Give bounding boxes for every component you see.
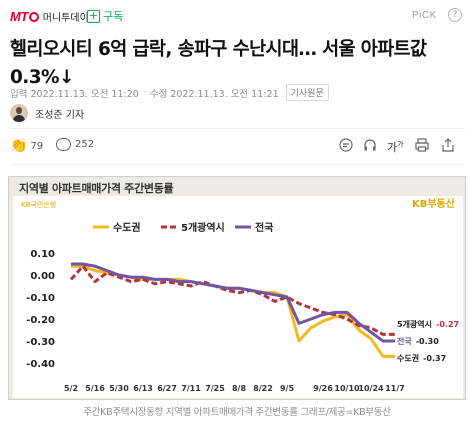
legend-label: 5개광역시: [181, 221, 225, 234]
x-tick-label: 6/13: [133, 384, 153, 393]
legend-label: 수도권: [113, 222, 141, 234]
font-size-label: 가: [387, 141, 398, 154]
x-tick-label: 7/25: [205, 384, 225, 393]
x-tick-label: 5/2: [64, 384, 78, 393]
divider: [10, 164, 465, 165]
chart-title: 지역별 아파트매매가격 주간변동률: [19, 182, 174, 195]
top-bar: MT 머니투데이 + 구독 PiCK ?: [0, 0, 474, 34]
y-tick-label: 0.10: [30, 249, 55, 260]
x-tick-label: 8/8: [232, 384, 246, 393]
x-tick-label: 6/27: [157, 384, 177, 393]
x-tick-label: 11/7: [385, 384, 405, 393]
summary-icon[interactable]: [338, 137, 354, 157]
original-article-link[interactable]: 기사원문: [285, 84, 329, 101]
kb-bank-logo: KB국민은행: [21, 200, 56, 209]
chart-panel: KB국민은행 KB부동산 0.10 0.00 -0.10 -0.20 -0.30 -0.40 5…: [13, 196, 463, 398]
legend-label: 전국: [255, 221, 273, 234]
x-tick-label: 7/11: [181, 384, 201, 393]
end-value-label: 전국 -0.30: [397, 336, 439, 346]
y-tick-label: -0.30: [26, 337, 55, 348]
logo-circle: [28, 11, 39, 22]
y-tick-label: 0.00: [30, 271, 55, 282]
font-size-button[interactable]: 가가: [387, 139, 404, 155]
x-tick-label: 5/16: [85, 384, 105, 393]
x-tick-label: 10/24: [358, 384, 384, 393]
comment-icon: [56, 138, 71, 151]
x-tick-label: 5/30: [109, 384, 129, 393]
y-tick-label: -0.20: [26, 315, 55, 326]
logo-mark: MT: [10, 9, 28, 24]
article-headline: 헬리오시티 6억 급락, 송파구 수난시대… 서울 아파트값 0.3%↓: [10, 39, 427, 88]
font-size-superscript: 가: [397, 140, 404, 149]
line-chart: KB국민은행 KB부동산 0.10 0.00 -0.10 -0.20 -0.30 -0.40 5…: [21, 197, 459, 393]
x-tick-label: 9/5: [280, 384, 294, 393]
y-tick-label: -0.10: [26, 293, 55, 304]
series-line: [71, 262, 395, 343]
end-value-label: 5개광역시 -0.27: [397, 319, 459, 329]
subscribe-label: 구독: [103, 10, 124, 23]
kb-real-estate-logo: KB부동산: [412, 197, 456, 210]
comment-button[interactable]: 252: [56, 138, 94, 151]
print-icon[interactable]: [414, 137, 430, 157]
reaction-count: 79: [30, 140, 44, 152]
avatar-head: [16, 107, 22, 114]
modified-label: 수정: [149, 88, 168, 100]
divider: [10, 128, 465, 129]
share-icon[interactable]: [440, 137, 456, 157]
subscribe-button[interactable]: + 구독: [87, 8, 123, 24]
pick-label: PiCK: [412, 10, 437, 21]
publisher-logo[interactable]: MT 머니투데이: [10, 9, 89, 24]
author-name: 조성준 기자: [35, 109, 85, 121]
avatar-body: [13, 115, 25, 122]
chart-figure: 지역별 아파트매매가격 주간변동률 KB국민은행 KB부동산 0.10 0.00 -0.…: [8, 176, 466, 400]
series-line: [69, 264, 395, 336]
x-tick-label: 10/10: [334, 384, 360, 393]
reaction-bar: 👏 79 252 가가: [0, 133, 474, 161]
image-caption: 주간KB주택시장동향 지역별 아파트매매가격 주간변동률 그래프/제공=KB부동…: [83, 407, 391, 418]
plus-icon: +: [87, 8, 100, 23]
comment-count: 252: [75, 139, 95, 150]
input-label: 입력: [10, 88, 28, 100]
listen-icon[interactable]: [362, 137, 378, 157]
author-avatar: [10, 104, 28, 122]
end-value-label: 수도권 -0.37: [397, 353, 446, 363]
article-meta: 입력 2022.11.13. 오전 11:20 · 수정 2022.11.13.…: [10, 84, 329, 101]
x-tick-label: 8/22: [253, 384, 273, 393]
modified-time: 2022.11.13. 오전 11:21: [170, 88, 279, 100]
meta-separator: ·: [142, 87, 146, 98]
y-tick-label: -0.40: [26, 359, 55, 370]
reaction-button[interactable]: 👏 79: [10, 138, 43, 154]
help-icon[interactable]: ?: [448, 8, 462, 22]
x-tick-label: 9/26: [313, 384, 333, 393]
input-time: 2022.11.13. 오전 11:20: [30, 88, 139, 100]
clap-icon: 👏: [10, 138, 28, 154]
publisher-name: 머니투데이: [42, 13, 89, 24]
author-row[interactable]: 조성준 기자: [10, 104, 84, 122]
